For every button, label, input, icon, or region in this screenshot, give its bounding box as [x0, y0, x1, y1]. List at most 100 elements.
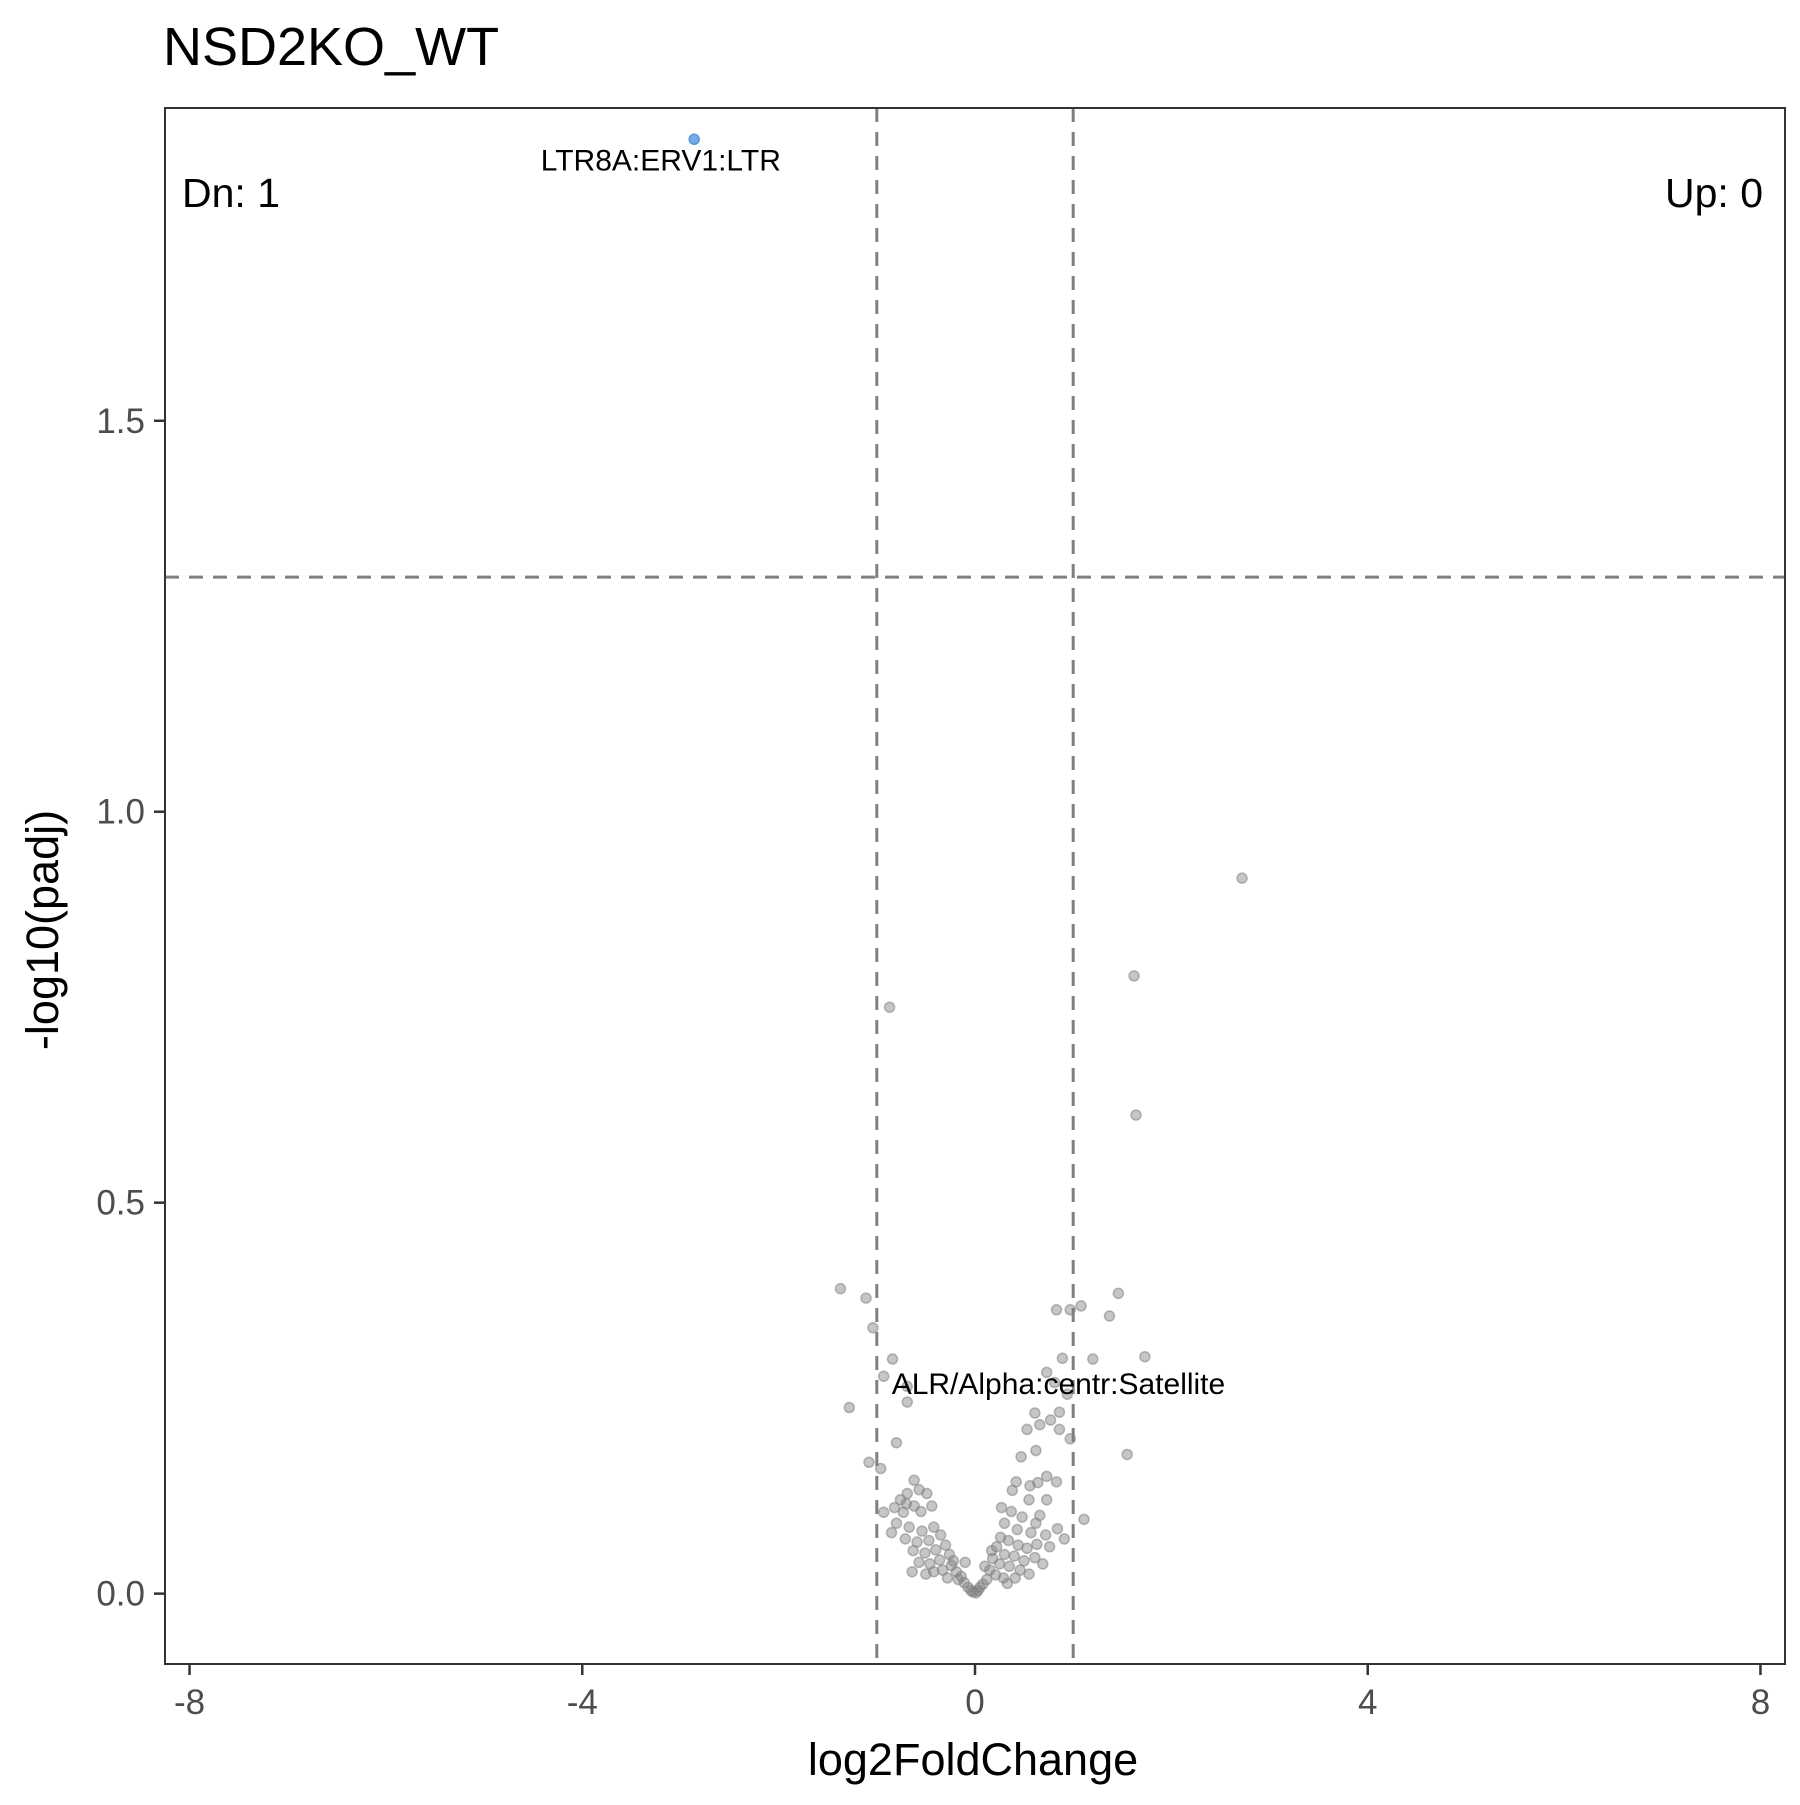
data-point — [1023, 1568, 1035, 1580]
data-point — [1053, 1423, 1066, 1436]
y-tick-label: 0.0 — [96, 1575, 145, 1614]
data-point — [906, 1565, 918, 1578]
x-tick-label: -4 — [567, 1683, 598, 1722]
data-point — [1006, 1484, 1019, 1497]
data-point — [899, 1533, 912, 1545]
data-point — [1030, 1444, 1042, 1457]
y-tick-label: 1.5 — [96, 402, 145, 441]
data-point — [955, 1570, 968, 1583]
data-point — [888, 1501, 901, 1514]
data-point — [1034, 1418, 1046, 1431]
x-axis-label: log2FoldChange — [808, 1734, 1138, 1785]
data-point — [1012, 1539, 1024, 1551]
data-point — [863, 1456, 875, 1469]
x-tick-label: 4 — [1358, 1683, 1377, 1722]
x-tick-label: 8 — [1751, 1683, 1770, 1722]
chart-title: NSD2KO_WT — [163, 17, 499, 77]
data-point — [1021, 1423, 1033, 1436]
up-count-label: Up: 0 — [1665, 170, 1763, 216]
data-point — [943, 1548, 956, 1561]
data-point — [1003, 1560, 1016, 1573]
data-point — [901, 1396, 914, 1408]
data-point — [941, 1572, 954, 1584]
x-tick-label: 0 — [965, 1683, 984, 1722]
data-point — [1018, 1555, 1030, 1567]
x-tick-label: -8 — [174, 1683, 205, 1722]
data-point — [1040, 1494, 1053, 1506]
data-point — [921, 1487, 933, 1500]
data-point — [1034, 1509, 1046, 1522]
data-point — [1048, 1376, 1061, 1389]
data-point — [890, 1517, 903, 1530]
data-point — [908, 1474, 920, 1487]
data-point — [1031, 1538, 1043, 1551]
data-point — [1044, 1414, 1057, 1426]
data-point — [1053, 1406, 1066, 1418]
data-point — [1039, 1529, 1052, 1541]
data-point — [985, 1544, 998, 1557]
data-point — [929, 1544, 942, 1556]
data-point — [890, 1436, 903, 1449]
data-point — [1016, 1511, 1028, 1523]
y-axis-label: -log10(padj) — [17, 810, 68, 1050]
data-point — [998, 1517, 1011, 1530]
data-point — [1024, 1479, 1036, 1492]
data-point — [877, 1506, 890, 1519]
data-point — [923, 1534, 935, 1547]
data-point — [926, 1500, 938, 1512]
data-point — [1056, 1352, 1069, 1365]
data-point — [1029, 1407, 1041, 1419]
data-point — [1087, 1353, 1099, 1365]
data-point — [1236, 872, 1248, 884]
data-point — [1130, 1109, 1142, 1121]
data-point — [834, 1282, 847, 1295]
data-point — [860, 1292, 872, 1304]
data-point — [1058, 1533, 1071, 1545]
data-point — [874, 1462, 887, 1475]
data-point — [947, 1555, 960, 1567]
data-point — [994, 1531, 1007, 1544]
data-point — [998, 1548, 1011, 1561]
data-point — [920, 1568, 932, 1580]
data-point — [919, 1547, 931, 1559]
data-point — [934, 1529, 947, 1541]
data-point — [877, 1370, 890, 1383]
data-point-down — [688, 133, 700, 146]
data-point — [1075, 1300, 1087, 1312]
point-annotation-label: LTR8A:ERV1:LTR — [541, 145, 781, 178]
data-point — [1103, 1310, 1116, 1322]
data-point — [1011, 1523, 1023, 1536]
data-point — [883, 1001, 896, 1013]
data-point — [939, 1539, 952, 1551]
data-point — [1005, 1505, 1018, 1518]
data-point — [1025, 1526, 1037, 1539]
data-point — [901, 1380, 914, 1393]
data-point — [843, 1401, 856, 1414]
data-point — [886, 1353, 899, 1365]
data-point — [1050, 1304, 1063, 1316]
data-point — [916, 1525, 928, 1537]
data-point — [1023, 1494, 1035, 1506]
data-point — [1040, 1470, 1053, 1483]
data-point — [894, 1494, 907, 1506]
data-point — [907, 1544, 919, 1557]
data-point — [1051, 1522, 1064, 1535]
data-point — [1015, 1451, 1027, 1463]
data-point — [928, 1521, 940, 1533]
data-point — [1078, 1513, 1090, 1526]
data-point — [1061, 1388, 1074, 1400]
data-point — [1128, 970, 1140, 982]
plot-area: LTR8A:ERV1:LTR ALR/Alpha:centr:Satellite -… — [96, 107, 1786, 1722]
data-point — [1064, 1304, 1076, 1316]
data-point — [1001, 1577, 1014, 1590]
data-point — [1050, 1476, 1063, 1488]
data-point — [1043, 1540, 1056, 1553]
data-point — [1112, 1287, 1125, 1300]
data-point — [1029, 1551, 1041, 1564]
data-point — [1036, 1558, 1049, 1570]
data-point — [979, 1560, 991, 1573]
y-tick-label: 1.0 — [96, 793, 145, 832]
data-point — [967, 1586, 979, 1598]
